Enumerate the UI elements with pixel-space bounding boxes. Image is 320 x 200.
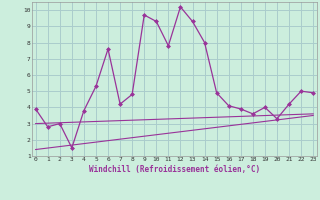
X-axis label: Windchill (Refroidissement éolien,°C): Windchill (Refroidissement éolien,°C) xyxy=(89,165,260,174)
